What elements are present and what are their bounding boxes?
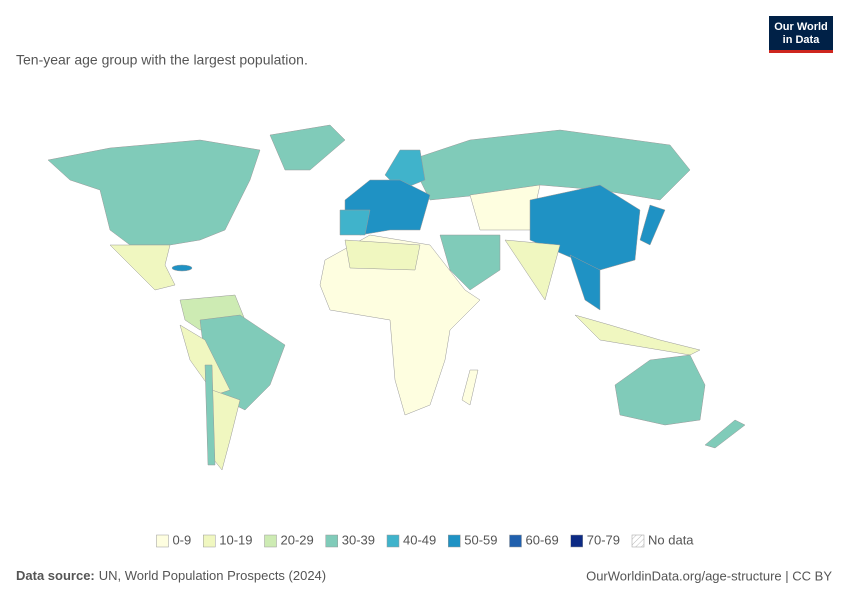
source-text: UN, World Population Prospects (2024) (99, 568, 326, 583)
map (47, 124, 746, 471)
legend-swatch (448, 534, 461, 548)
andes[interactable] (179, 324, 231, 396)
legend-swatch (386, 534, 400, 548)
iberia[interactable] (339, 209, 371, 236)
legend-label: 50-59 (464, 532, 497, 547)
middle-east[interactable] (439, 234, 501, 291)
legend-label: 40-49 (403, 532, 436, 547)
logo-text: in Data (783, 34, 821, 46)
logo-bar (769, 50, 833, 53)
russia[interactable] (409, 129, 691, 201)
southeast-asia[interactable] (569, 254, 601, 311)
greenland[interactable] (269, 124, 346, 171)
subtitle: Ten-year age group with the largest popu… (16, 52, 308, 68)
logo-text: Our World (774, 21, 828, 33)
source-label: Data source: (16, 568, 95, 583)
legend-swatch (509, 534, 522, 548)
logo[interactable]: Our World in Data (769, 16, 833, 53)
legend-swatch (156, 534, 169, 548)
india[interactable] (504, 239, 561, 301)
legend-label: 0-9 (172, 532, 191, 547)
north-africa[interactable] (344, 239, 421, 271)
japan[interactable] (639, 204, 666, 246)
legend-swatch (203, 534, 216, 548)
africa[interactable] (319, 234, 481, 416)
source: Data source: UN, World Population Prospec… (16, 568, 326, 583)
north-america[interactable] (47, 139, 261, 246)
legend-swatch (570, 534, 583, 548)
chile[interactable] (204, 364, 216, 466)
legend-label: 10-19 (219, 532, 252, 547)
madagascar[interactable] (461, 369, 479, 406)
new-zealand[interactable] (704, 419, 746, 449)
url[interactable]: OurWorldinData.org/age-structure | CC BY (586, 568, 832, 583)
legend-swatch (325, 534, 338, 548)
australia[interactable] (614, 354, 706, 426)
indonesia[interactable] (574, 314, 701, 356)
legend-swatch (264, 534, 277, 548)
legend-label: No data (648, 532, 694, 547)
legend-label: 20-29 (281, 532, 314, 547)
legend-label: 60-69 (526, 532, 559, 547)
legend: 0-9 10-19 20-29 30-39 40-49 50-59 60-69 70-79 No… (156, 532, 694, 547)
legend-label: 30-39 (342, 532, 375, 547)
mexico[interactable] (109, 244, 176, 291)
legend-swatch (631, 534, 645, 548)
legend-label: 70-79 (587, 532, 620, 547)
cuba[interactable] (171, 264, 193, 272)
logo-box (769, 16, 833, 50)
